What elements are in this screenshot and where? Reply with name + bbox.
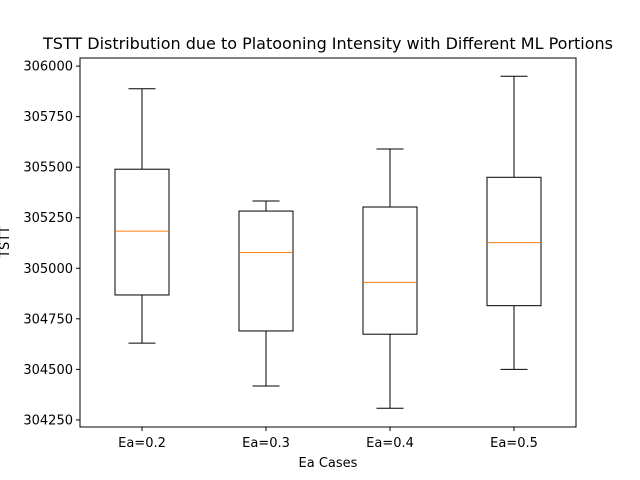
box-1-body (114, 168, 170, 296)
x-tick-label-3: Ea=0.4 (366, 436, 414, 451)
x-axis-label: Ea Cases (299, 456, 358, 471)
y-tick-label-7: 305750 (23, 110, 73, 125)
y-tick-label-2: 304500 (23, 363, 73, 378)
y-tick-label-5: 305250 (23, 211, 73, 226)
y-tick-label-1: 304250 (23, 413, 73, 428)
box-3-body (362, 206, 418, 335)
y-tick-label-3: 304750 (23, 312, 73, 327)
y-tick-label-4: 305000 (23, 262, 73, 277)
x-tick-label-2: Ea=0.3 (242, 436, 290, 451)
box-2-body (238, 210, 294, 332)
y-axis-label: TSTT (0, 226, 13, 259)
y-tick-label-6: 305500 (23, 161, 73, 176)
y-tick-label-8: 306000 (23, 60, 73, 75)
x-tick-label-1: Ea=0.2 (118, 436, 166, 451)
chart-title: TSTT Distribution due to Platooning Inte… (42, 34, 613, 53)
plot-area: 304250 304500 304750 305000 305250 305500 3057… (23, 57, 577, 451)
box-4-body (486, 176, 542, 307)
x-tick-label-4: Ea=0.5 (490, 436, 538, 451)
axes-frame (79, 57, 577, 428)
